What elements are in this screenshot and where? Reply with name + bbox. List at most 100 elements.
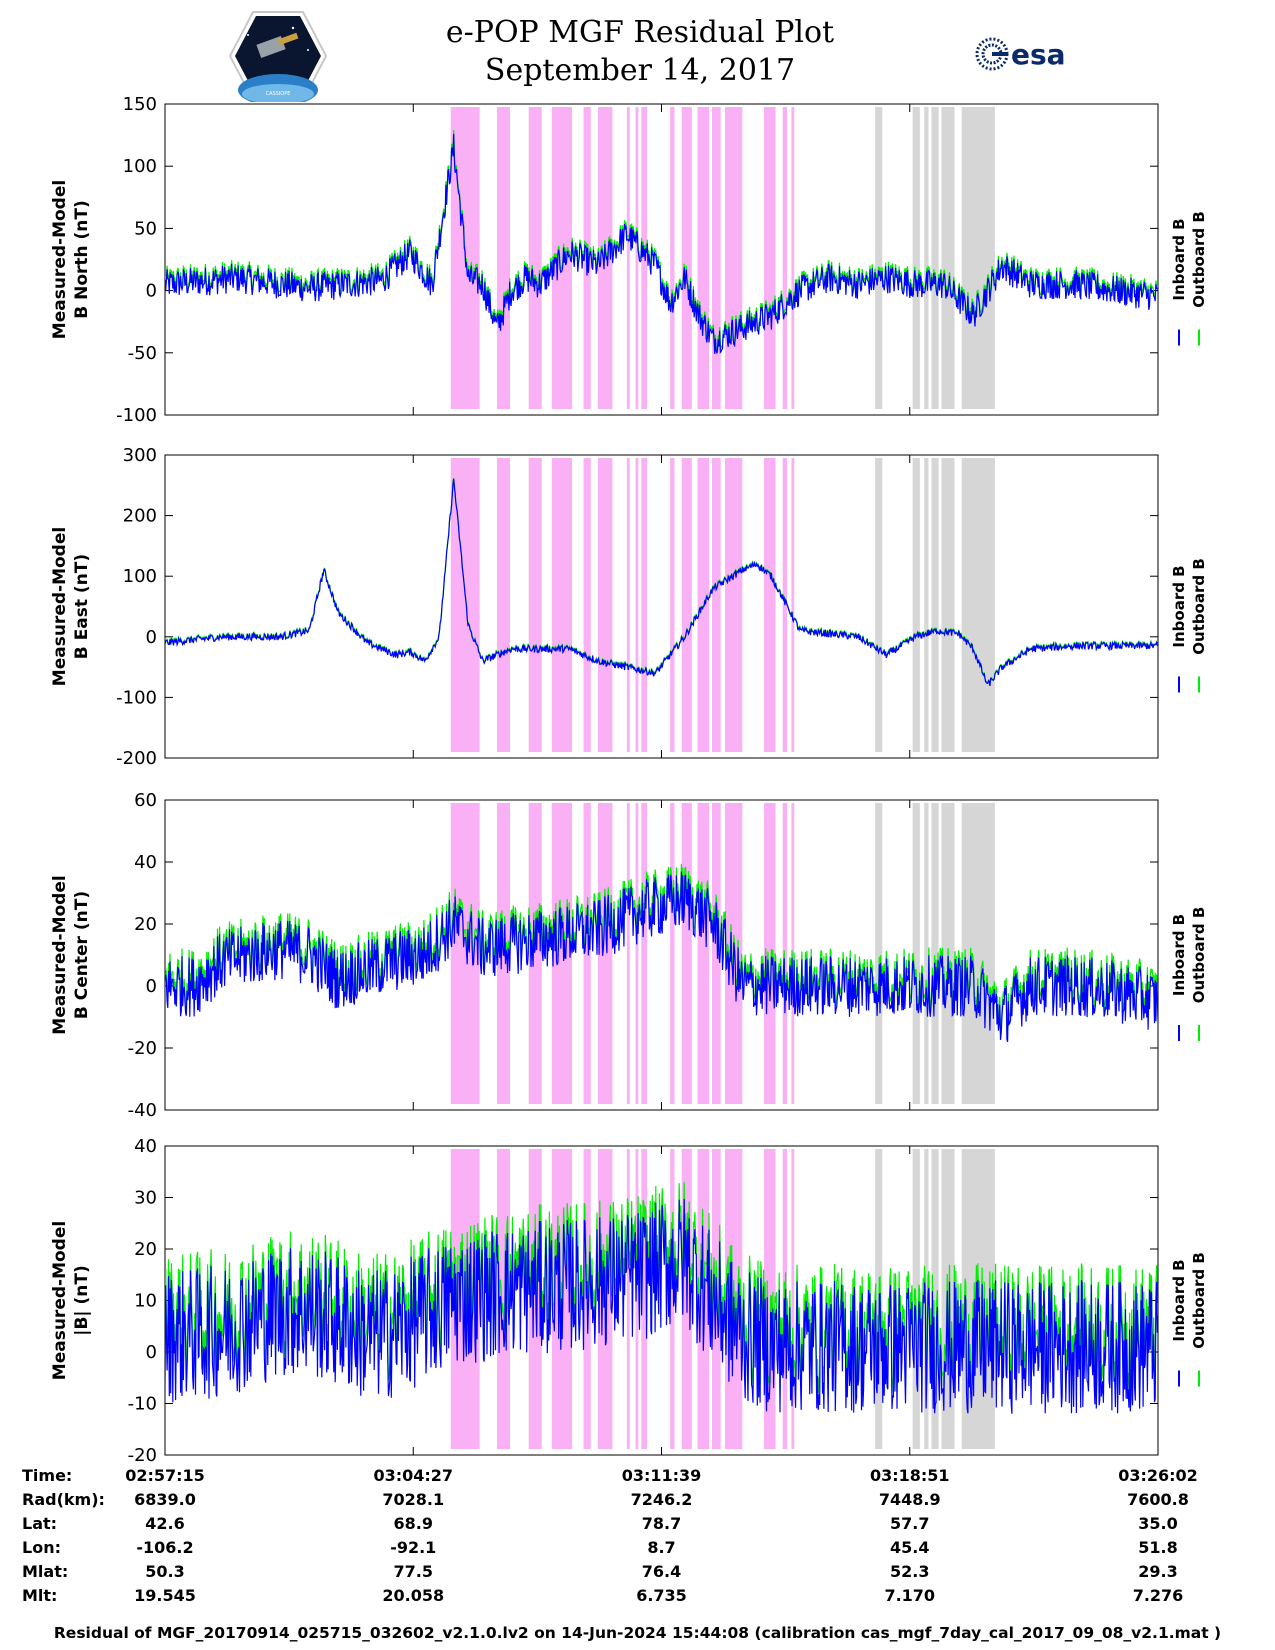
info-label: Lat: [22,1514,58,1533]
gray-interval [931,1149,939,1449]
info-value: 03:18:51 [869,1466,950,1485]
panel-4: -20 -10 0 10 20 30 40 Measured-Model |B| (nT) Inb… [50,1136,1208,1466]
y-axis-label: Measured-Model B East (nT) [50,527,92,686]
magenta-interval [450,458,480,752]
y-tick-label: 40 [134,852,157,873]
legend-inboard: Inboard B [1170,565,1188,647]
gray-interval [924,107,929,409]
esa-logo-text: esa [1011,38,1066,71]
magenta-interval [496,107,510,409]
y-tick-label: 200 [123,506,157,527]
info-row: Time: 02:57:15 03:04:27 03:11:39 03:18:51 03:… [0,1466,1275,1490]
footer-caption: Residual of MGF_20170914_025715_032602_v… [53,1624,1222,1642]
magenta-interval [712,803,721,1104]
info-label: Lon: [22,1538,61,1557]
magenta-interval [626,107,630,409]
legend-outboard: Outboard B [1190,558,1208,655]
panel-1: -100 -50 0 50 100 150 Measured-Model B North (n… [50,94,1208,426]
magenta-interval [528,458,542,752]
gray-interval [875,458,883,752]
info-value: -106.2 [136,1538,194,1557]
magenta-interval [725,107,743,409]
magenta-interval [496,458,510,752]
gray-interval [875,107,883,409]
gray-interval [941,458,955,752]
magenta-interval [597,803,613,1104]
magenta-interval [697,803,710,1104]
magenta-interval [583,803,591,1104]
magenta-interval [782,107,788,409]
gray-interval [912,803,920,1104]
magenta-interval [551,107,573,409]
y-tick-label: 10 [134,1291,157,1312]
legend-inboard: Inboard B [1170,218,1188,300]
title-line-1: e-POP MGF Residual Plot [445,15,835,50]
info-value: 03:26:02 [1118,1466,1198,1485]
gray-interval [931,107,939,409]
panel-frame [164,103,1159,416]
gray-interval [961,803,995,1104]
y-axis-label: Measured-Model |B| (nT) [50,1221,92,1380]
logo-left-text: CASSIOPE [266,91,291,97]
y-tick-label: 50 [134,218,157,239]
info-row: Lon: -106.2 -92.1 8.7 45.4 51.8 [0,1538,1275,1562]
y-axis-label: Measured-Model B Center (nT) [50,875,92,1034]
info-value: 7600.8 [1127,1490,1189,1509]
y-tick-label: -40 [128,1100,157,1121]
magenta-interval [528,803,542,1104]
y-tick-label: 0 [146,976,157,997]
magenta-interval [450,803,480,1104]
gray-interval [924,803,929,1104]
magenta-interval [697,107,710,409]
outboard-b-trace [165,130,1158,351]
magenta-interval [791,458,795,752]
panel-2: -200 -100 0 100 200 300 Measured-Model B East (… [50,445,1208,769]
magenta-interval [641,1149,648,1449]
magenta-interval [763,458,776,752]
info-value: 35.0 [1138,1514,1178,1533]
info-value: 7.276 [1132,1586,1184,1605]
y-tick-label: -20 [128,1445,157,1466]
info-value: 7448.9 [878,1490,941,1509]
magenta-interval [791,803,795,1104]
info-value: 7246.2 [630,1490,693,1509]
title-line-2: September 14, 2017 [484,53,796,88]
info-value: 57.7 [890,1514,930,1533]
y-tick-label: 100 [123,156,157,177]
y-tick-label: 0 [146,1342,157,1363]
inboard-b-trace [165,871,1158,1043]
magenta-interval [528,107,542,409]
magenta-interval [791,1149,795,1449]
info-value: 20.058 [382,1586,445,1605]
gray-interval [912,107,920,409]
y-tick-label: -100 [116,405,157,426]
magenta-interval [635,458,639,752]
y-tick-label: 20 [134,1239,157,1260]
y-tick-label: 300 [123,445,157,466]
info-value: 78.7 [641,1514,682,1533]
magenta-interval [597,107,613,409]
info-value: 02:57:15 [125,1466,205,1485]
info-value: 8.7 [647,1538,676,1557]
info-value: 76.4 [641,1562,682,1581]
info-row: Lat: 42.6 68.9 78.7 57.7 35.0 [0,1514,1275,1538]
magenta-interval [528,1149,542,1449]
magenta-interval [681,458,692,752]
y-tick-label: 100 [123,566,157,587]
cassiope-mission-logo: CASSIOPE [228,11,328,102]
info-value: 03:11:39 [621,1466,702,1485]
info-value: 42.6 [145,1514,185,1533]
panel-frame [164,454,1159,759]
esa-logo: esa [975,37,1066,71]
outboard-b-trace [165,477,1158,685]
magenta-interval [670,1149,675,1449]
info-value: 7.170 [884,1586,936,1605]
y-tick-label: -50 [128,343,157,364]
y-tick-label: 60 [134,790,157,811]
y-axis-label: Measured-Model B North (nT) [50,180,92,339]
legend-outboard: Outboard B [1190,907,1208,1004]
y-tick-label: -100 [116,687,157,708]
legend-outboard: Outboard B [1190,211,1208,308]
legend-outboard: Outboard B [1190,1252,1208,1349]
